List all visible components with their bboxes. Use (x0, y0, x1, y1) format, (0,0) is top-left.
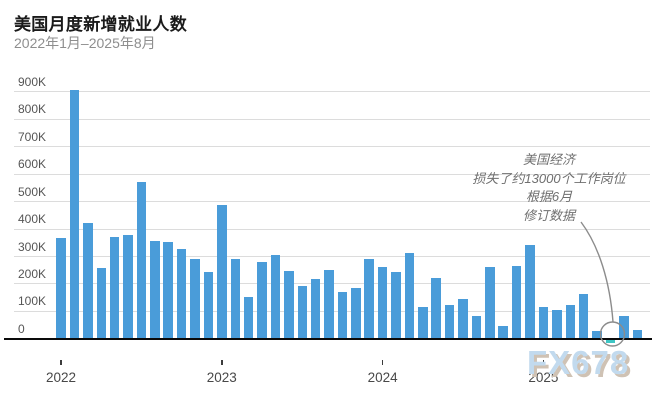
x-tick-2022 (60, 360, 62, 365)
bar-2023-09[interactable] (324, 269, 334, 339)
bar-2024-03[interactable] (404, 253, 415, 339)
bar-2024-11[interactable] (511, 265, 522, 339)
chart-subtitle: 2022年1月–2025年8月 (14, 35, 156, 51)
bar-2025-01[interactable] (538, 306, 549, 339)
x-axis-label-2022: 2022 (45, 370, 77, 385)
annotation-line: 修订数据 (522, 207, 575, 223)
y-axis-label-100K: 100K (18, 294, 47, 309)
x-axis-label-2023: 2023 (206, 370, 237, 385)
bar-2022-02[interactable] (69, 90, 80, 339)
y-axis-label-800K: 800K (18, 102, 47, 117)
x-axis-label-2025: 2025 (528, 370, 559, 385)
bar-2025-05[interactable] (592, 331, 602, 339)
x-tick-2023 (221, 360, 223, 365)
bar-2024-02[interactable] (391, 272, 401, 339)
y-gridline-900K (14, 91, 650, 93)
bar-2024-12[interactable] (525, 245, 535, 339)
x-tick-2024 (381, 360, 384, 365)
bar-2024-08[interactable] (471, 316, 482, 339)
bar-2025-03[interactable] (565, 305, 575, 339)
annotation-line: 损失了约13000个工作岗位 (472, 170, 626, 186)
bar-2025-07[interactable] (619, 316, 629, 339)
annotation-callout: 美国经济损失了约13000个工作岗位 根据6月修订数据 (447, 151, 651, 225)
bar-2023-03[interactable] (243, 297, 254, 339)
y-axis-label-200K: 200K (18, 266, 47, 281)
y-axis-label-700K: 700K (18, 129, 47, 144)
bar-2025-02[interactable] (552, 309, 562, 339)
bar-2024-04[interactable] (418, 306, 428, 339)
bar-2024-06[interactable] (444, 305, 455, 339)
x-tick-2025 (542, 360, 545, 365)
bar-2023-02[interactable] (230, 258, 240, 339)
bar-2022-04[interactable] (96, 268, 106, 339)
bar-2024-07[interactable] (458, 298, 468, 339)
bar-2024-09[interactable] (485, 267, 495, 339)
y-gridline-800K (14, 118, 650, 120)
annotation-line: 根据6月 (525, 189, 573, 204)
bar-2024-05[interactable] (431, 277, 441, 339)
bar-2023-12[interactable] (364, 258, 374, 339)
bar-2025-04[interactable] (578, 294, 589, 339)
bar-2023-07[interactable] (297, 286, 307, 339)
bar-2022-09[interactable] (163, 242, 173, 339)
bar-2024-10[interactable] (498, 326, 508, 339)
y-gridline-500K (14, 201, 650, 203)
x-axis-label-2024: 2024 (367, 370, 398, 385)
bar-2023-10[interactable] (337, 291, 348, 339)
bar-2024-01[interactable] (377, 267, 388, 339)
bar-2022-07[interactable] (136, 181, 147, 339)
y-axis-label-900K: 900K (18, 74, 47, 89)
bar-2022-11[interactable] (190, 258, 200, 339)
y-axis-label-600K: 600K (18, 157, 47, 172)
bar-2023-06[interactable] (284, 271, 294, 339)
bar-2023-11[interactable] (351, 287, 361, 339)
y-gridline-300K (14, 256, 650, 257)
y-axis-label-500K: 500K (18, 184, 47, 199)
y-axis-label-300K: 300K (18, 239, 47, 254)
annotation-line: 美国经济 (522, 152, 575, 167)
bar-2023-01[interactable] (217, 205, 227, 339)
bar-2023-08[interactable] (310, 279, 321, 339)
y-axis-label-0: 0 (18, 321, 25, 336)
y-axis-label-400K: 400K (18, 212, 47, 226)
bar-2022-12[interactable] (203, 272, 214, 339)
bar-2025-06[interactable] (605, 339, 616, 344)
x-axis-line (4, 337, 652, 340)
y-gridline-600K (14, 173, 650, 175)
chart-title: 美国月度新增就业人数 (14, 15, 187, 34)
bar-2022-05[interactable] (109, 236, 120, 339)
bar-2022-08[interactable] (150, 240, 160, 339)
bar-2023-04[interactable] (257, 261, 267, 339)
bar-2023-05[interactable] (270, 254, 281, 339)
bar-2022-10[interactable] (176, 249, 187, 339)
y-gridline-400K (14, 228, 650, 230)
watermark-logo: FX678 (527, 344, 630, 381)
y-gridline-700K (14, 146, 650, 148)
bar-2025-08[interactable] (632, 330, 642, 339)
bar-2022-03[interactable] (83, 223, 93, 339)
bar-2022-06[interactable] (123, 235, 133, 339)
bar-2022-01[interactable] (56, 238, 66, 339)
